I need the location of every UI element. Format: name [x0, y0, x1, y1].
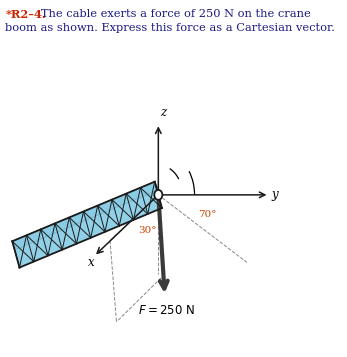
Polygon shape	[12, 182, 162, 267]
Text: boom as shown. Express this force as a Cartesian vector.: boom as shown. Express this force as a C…	[6, 23, 336, 33]
Text: 30°: 30°	[138, 226, 157, 235]
Text: The cable exerts a force of 250 N on the crane: The cable exerts a force of 250 N on the…	[29, 9, 310, 19]
Text: z: z	[160, 106, 166, 120]
Polygon shape	[12, 182, 159, 249]
Text: $F = 250\ \mathrm{N}$: $F = 250\ \mathrm{N}$	[138, 304, 195, 317]
Text: x: x	[87, 256, 94, 269]
Text: 70°: 70°	[198, 210, 217, 219]
Text: *R2–4.: *R2–4.	[6, 9, 46, 20]
Circle shape	[154, 190, 162, 200]
Text: y: y	[272, 188, 278, 201]
